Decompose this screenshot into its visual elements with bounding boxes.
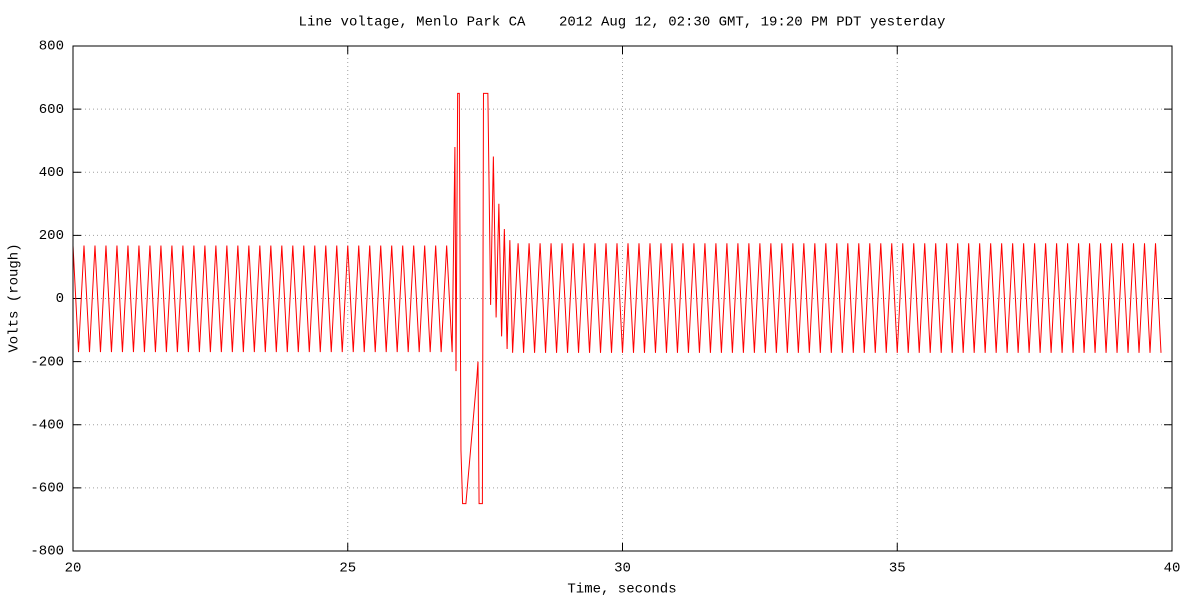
y-tick-label: -600 <box>30 481 64 497</box>
y-tick-label: -800 <box>30 544 64 560</box>
x-tick-label: 30 <box>614 561 631 577</box>
y-tick-label: 600 <box>39 102 64 118</box>
y-tick-label: 800 <box>39 39 64 55</box>
chart-title: Line voltage, Menlo Park CA 2012 Aug 12,… <box>299 15 946 31</box>
x-tick-label: 35 <box>889 561 906 577</box>
y-tick-label: 200 <box>39 228 64 244</box>
x-axis-label: Time, seconds <box>567 582 676 598</box>
y-tick-label: 0 <box>56 291 64 307</box>
y-tick-label: -400 <box>30 417 64 433</box>
x-tick-label: 40 <box>1164 561 1181 577</box>
y-axis-label: Volts (rough) <box>7 243 23 352</box>
plot-border <box>72 45 1173 552</box>
voltage-line <box>72 92 1162 505</box>
x-tick-label: 25 <box>339 561 356 577</box>
x-tick-label: 20 <box>65 561 82 577</box>
y-tick-label: -200 <box>30 354 64 370</box>
y-tick-label: 400 <box>39 165 64 181</box>
